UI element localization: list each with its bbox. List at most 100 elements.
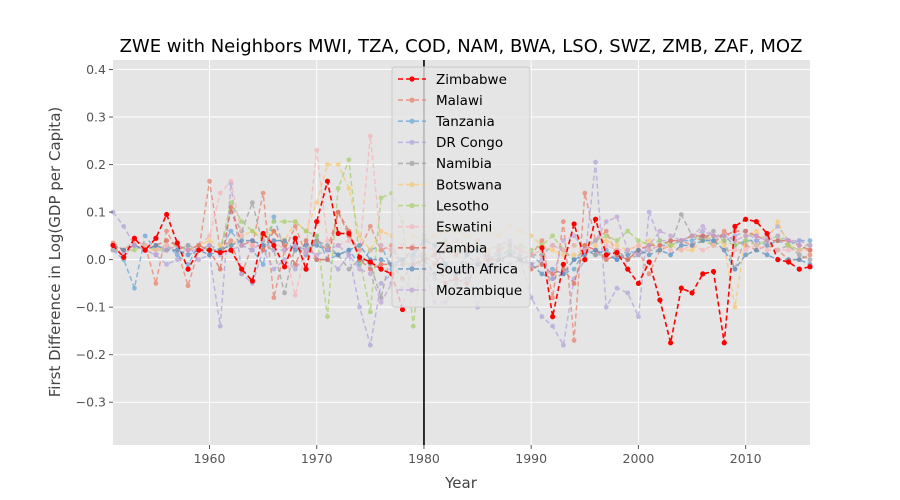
data-point	[625, 247, 631, 253]
data-point	[324, 178, 331, 184]
data-point	[743, 238, 749, 244]
data-point	[292, 235, 298, 241]
data-point	[625, 252, 631, 258]
legend-marker-dr-congo	[409, 139, 415, 145]
data-point	[571, 242, 577, 248]
data-point	[668, 233, 673, 239]
data-point	[153, 247, 159, 253]
data-point	[271, 295, 277, 301]
data-point	[614, 257, 620, 263]
legend-marker-zimbabwe	[409, 76, 415, 82]
data-point	[185, 247, 191, 253]
legend-item-mozambique	[398, 287, 426, 293]
data-point	[764, 247, 770, 253]
data-point	[303, 228, 309, 234]
legend-marker-namibia	[409, 160, 415, 166]
data-point	[271, 266, 277, 272]
legend-label-lesotho: Lesotho	[436, 198, 489, 214]
data-point	[743, 228, 749, 234]
data-point	[260, 230, 266, 237]
data-point	[700, 233, 706, 239]
data-point	[593, 252, 598, 258]
series-line-zimbabwe	[112, 180, 404, 310]
data-point	[593, 238, 598, 244]
data-point	[636, 242, 641, 248]
legend-label-tanzania: Tanzania	[435, 114, 495, 130]
data-point	[711, 233, 716, 239]
x-axis-label: Year	[444, 474, 478, 492]
data-point	[239, 219, 245, 225]
data-point	[550, 276, 556, 282]
y-tick-label: −0.1	[76, 300, 106, 315]
data-point	[367, 259, 373, 265]
data-point	[142, 233, 148, 239]
data-point	[271, 228, 277, 234]
data-point	[668, 247, 673, 253]
data-point	[625, 228, 631, 234]
data-point	[732, 247, 738, 253]
data-point	[678, 238, 684, 244]
data-point	[325, 247, 330, 253]
data-point	[303, 242, 309, 248]
x-tick-label: 1980	[408, 451, 440, 466]
data-point	[378, 261, 384, 267]
data-point	[367, 223, 373, 229]
data-point	[164, 211, 170, 218]
data-point	[603, 228, 609, 234]
data-point	[325, 314, 330, 320]
data-point	[668, 252, 673, 258]
data-point	[625, 257, 631, 263]
data-point	[603, 242, 609, 248]
data-point	[378, 247, 384, 253]
data-point	[560, 266, 566, 272]
legend-item-namibia	[398, 160, 426, 166]
x-tick-label: 1990	[515, 451, 547, 466]
data-point	[292, 242, 298, 248]
data-point	[281, 264, 288, 270]
series-zimbabwe	[110, 178, 813, 346]
data-point	[164, 228, 170, 234]
data-point	[292, 219, 298, 225]
data-point	[217, 323, 223, 329]
data-point	[807, 252, 813, 258]
data-point	[271, 219, 277, 225]
data-point	[796, 252, 802, 258]
data-point	[786, 238, 791, 244]
data-point	[346, 185, 352, 191]
data-point	[174, 240, 180, 246]
data-point	[753, 238, 759, 244]
data-point	[228, 247, 234, 253]
data-point	[303, 247, 309, 253]
data-point	[196, 257, 202, 263]
data-point	[131, 235, 138, 241]
data-point	[378, 300, 384, 305]
legend-marker-botswana	[409, 181, 415, 188]
data-point	[335, 162, 341, 167]
data-point	[196, 242, 202, 248]
data-point	[260, 190, 266, 196]
data-point	[539, 238, 545, 244]
data-point	[657, 228, 663, 234]
data-point	[636, 252, 641, 258]
data-point	[185, 266, 191, 272]
data-point	[753, 228, 759, 234]
data-point	[217, 190, 223, 196]
data-point	[625, 290, 631, 296]
data-point	[314, 219, 320, 225]
data-point	[228, 204, 234, 210]
data-point	[571, 338, 577, 343]
legend-item-tanzania	[398, 118, 426, 124]
data-point	[250, 238, 255, 244]
data-point	[207, 233, 212, 239]
data-point	[614, 238, 620, 244]
data-point	[539, 245, 545, 251]
data-point	[217, 249, 223, 256]
data-point	[335, 185, 341, 191]
data-point	[636, 238, 641, 244]
data-point	[282, 219, 287, 225]
data-point	[357, 242, 363, 248]
data-point	[753, 242, 759, 248]
data-point	[807, 247, 813, 253]
